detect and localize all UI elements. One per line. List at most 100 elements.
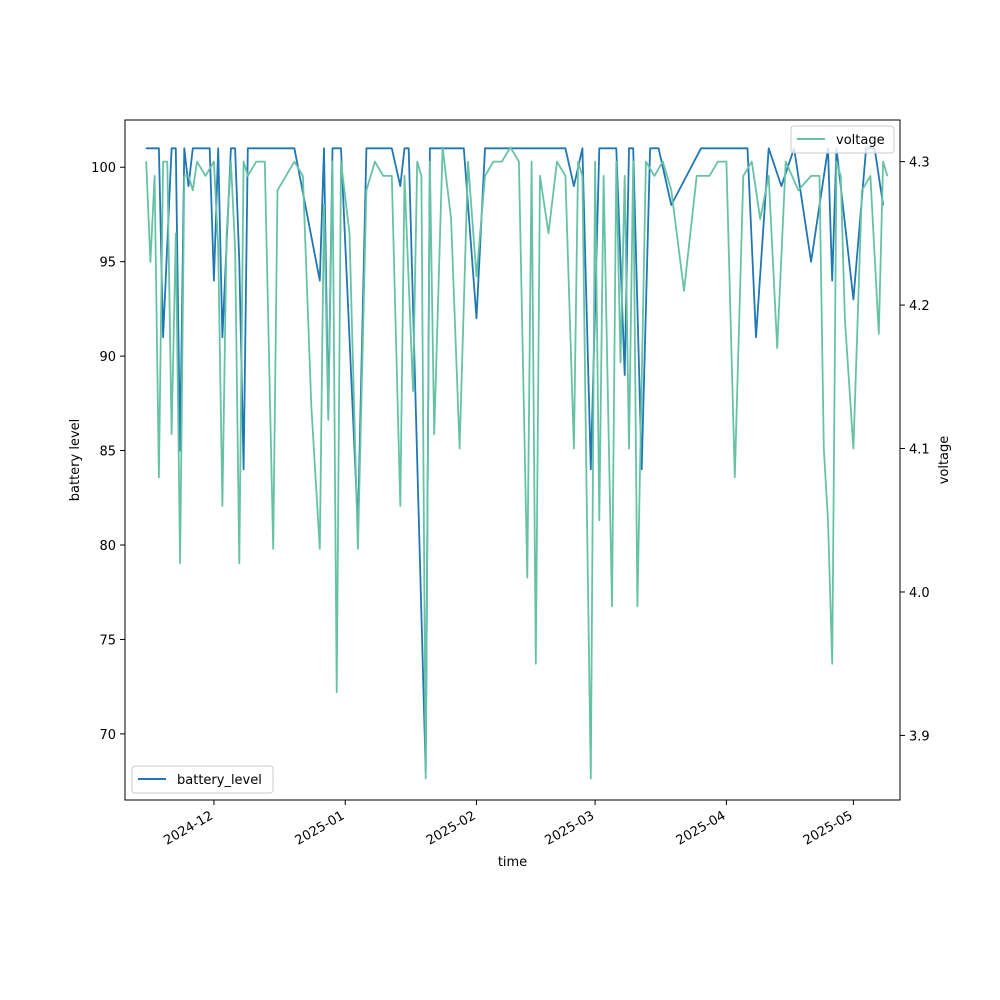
data-point-battery-level <box>492 147 494 149</box>
data-point-voltage <box>632 161 634 163</box>
data-point-voltage <box>310 404 312 407</box>
data-point-voltage <box>255 161 257 163</box>
data-point-voltage <box>708 175 711 177</box>
data-point-voltage <box>382 175 384 177</box>
data-point-battery-level <box>408 147 410 149</box>
data-point-battery-level <box>399 185 401 187</box>
x-tick-label: 2025-01 <box>293 808 348 848</box>
data-point-battery-level <box>213 280 215 282</box>
data-point-voltage <box>573 447 575 450</box>
data-point-battery-level <box>780 185 783 187</box>
data-point-battery-level <box>632 147 634 149</box>
data-point-battery-level <box>708 147 711 149</box>
data-point-battery-level <box>768 147 770 149</box>
y-right-tick-label: 4.3 <box>909 156 930 171</box>
data-point-voltage <box>725 161 728 163</box>
data-point-voltage <box>179 562 181 564</box>
data-point-battery-level <box>450 147 452 149</box>
data-point-voltage <box>247 175 249 177</box>
data-point-voltage <box>628 447 630 450</box>
data-point-voltage <box>433 433 435 435</box>
data-point-voltage <box>827 519 829 521</box>
data-point-voltage <box>238 562 240 564</box>
data-point-voltage <box>399 505 401 507</box>
data-point-battery-level <box>598 147 600 149</box>
data-point-battery-level <box>670 204 672 206</box>
data-point-battery-level <box>365 147 367 149</box>
data-point-voltage <box>878 333 880 335</box>
y-left-tick-label: 75 <box>99 633 116 648</box>
data-point-voltage <box>518 161 520 163</box>
data-point-voltage <box>175 232 177 234</box>
data-point-battery-level <box>403 147 406 149</box>
y-left-tick-label: 70 <box>99 728 116 743</box>
data-point-voltage <box>412 390 414 392</box>
legend-label-battery-level: battery_level <box>177 773 262 788</box>
y-right-tick-label: 4.2 <box>909 299 930 314</box>
data-point-battery-level <box>217 147 219 149</box>
data-point-battery-level <box>573 185 575 187</box>
data-point-voltage <box>264 161 266 163</box>
data-point-battery-level <box>187 185 190 187</box>
data-point-voltage <box>171 433 173 435</box>
data-point-voltage <box>717 161 719 163</box>
y-right-axis-label: voltage <box>937 436 952 485</box>
x-tick-label: 2025-04 <box>674 808 729 848</box>
data-point-battery-level <box>243 468 245 470</box>
data-point-voltage <box>662 161 664 163</box>
data-point-voltage <box>340 161 342 163</box>
data-point-battery-level <box>700 147 702 149</box>
data-point-battery-level <box>581 147 584 149</box>
data-point-voltage <box>365 189 367 191</box>
data-point-battery-level <box>556 147 558 149</box>
data-point-voltage <box>531 161 533 163</box>
data-point-voltage <box>357 548 359 550</box>
data-point-voltage <box>484 175 486 177</box>
data-point-voltage <box>840 175 842 177</box>
plot-frame <box>124 119 901 801</box>
y-right-tick-label: 4.1 <box>909 443 930 458</box>
data-point-battery-level <box>649 147 651 149</box>
data-point-battery-level <box>145 147 147 149</box>
data-point-voltage <box>823 447 825 450</box>
data-point-battery-level <box>171 147 173 149</box>
data-point-voltage <box>213 161 215 163</box>
y-left-tick-label: 90 <box>99 350 116 365</box>
data-point-battery-level <box>590 468 592 470</box>
data-point-battery-level <box>831 280 833 282</box>
data-point-battery-level <box>331 147 334 149</box>
data-point-voltage <box>429 161 431 163</box>
data-point-voltage <box>759 218 761 220</box>
data-point-voltage <box>391 175 393 177</box>
data-point-voltage <box>166 161 168 163</box>
data-point-voltage <box>535 663 537 665</box>
data-point-voltage <box>145 161 147 163</box>
data-point-battery-level <box>238 261 240 263</box>
y-right-tick-label: 4.0 <box>909 586 930 601</box>
data-point-battery-level <box>196 147 198 149</box>
data-point-battery-level <box>852 298 855 300</box>
data-point-battery-level <box>628 147 630 149</box>
data-point-voltage <box>467 161 469 163</box>
data-point-voltage <box>835 161 838 163</box>
data-point-battery-level <box>162 336 164 338</box>
data-point-battery-level <box>535 147 537 149</box>
data-point-battery-level <box>624 374 626 376</box>
data-point-voltage <box>547 232 550 234</box>
y-left-tick-label: 85 <box>99 445 116 460</box>
data-point-battery-level <box>158 147 160 149</box>
data-point-voltage <box>336 691 338 694</box>
data-point-voltage <box>154 175 156 177</box>
data-point-voltage <box>556 161 558 163</box>
data-point-voltage <box>751 161 753 163</box>
x-tick-label: 2025-03 <box>543 808 598 848</box>
data-point-battery-level <box>526 147 528 149</box>
data-point-battery-level <box>463 147 465 149</box>
data-point-battery-level <box>336 147 338 149</box>
series-line-voltage <box>145 146 889 780</box>
y-left-tick-label: 100 <box>91 161 116 176</box>
data-point-battery-level <box>607 147 609 149</box>
data-point-voltage <box>459 447 461 450</box>
data-point-voltage <box>217 247 219 249</box>
data-point-voltage <box>226 232 228 234</box>
